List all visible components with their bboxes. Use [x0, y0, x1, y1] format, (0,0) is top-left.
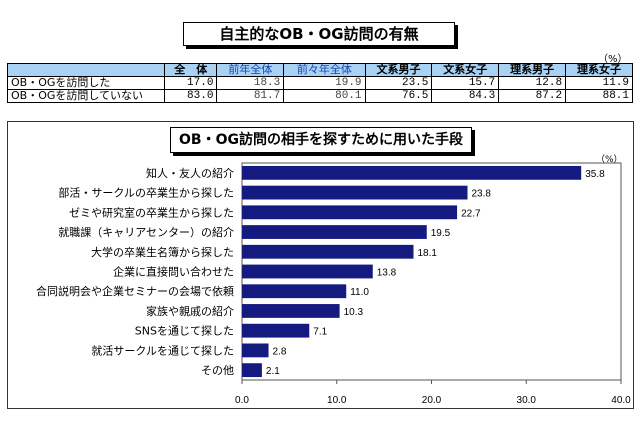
table-row: OB・OGを訪問していない 83.0 81.7 80.1 76.5 84.3 8… [7, 89, 633, 103]
bar-value-label: 7.1 [313, 327, 327, 338]
category-label: ゼミや研究室の卒業生から探した [69, 205, 234, 219]
cell: 17.0 [163, 76, 218, 90]
bar [242, 343, 269, 358]
row-label: OB・OGを訪問していない [7, 89, 165, 103]
header-cell: 理系女子 [565, 63, 633, 77]
category-label: 部活・サークルの卒業生から探した [58, 186, 234, 200]
bar-value-label: 23.8 [472, 189, 492, 200]
category-label: 企業に直接問い合わせた [113, 265, 234, 279]
bar-value-label: 35.8 [585, 169, 605, 180]
bar [242, 363, 262, 378]
x-tick-label: 10.0 [327, 395, 347, 406]
bar-value-label: 11.0 [350, 287, 369, 298]
bar-value-label: 10.3 [344, 307, 364, 318]
visit-table: 全 体 前年全体 前々年全体 文系男子 文系女子 理系男子 理系女子 OB・OG… [7, 63, 633, 103]
cell: 87.2 [498, 89, 567, 103]
bar [242, 165, 582, 180]
bar [242, 225, 427, 239]
bar [242, 185, 468, 200]
x-tick-label: 40.0 [611, 395, 631, 406]
bar-value-label: 19.5 [431, 228, 451, 239]
bar [242, 323, 310, 338]
cell: 84.3 [431, 89, 500, 103]
category-label: 就職課（キャリアセンター）の紹介 [58, 225, 234, 239]
category-label: 就活サークルを通じて探した [91, 343, 234, 357]
bar-value-label: 13.8 [377, 268, 397, 279]
table-unit: （%） [598, 54, 628, 65]
bar-value-label: 2.8 [273, 346, 287, 357]
table-title: 自主的なOB・OG訪問の有無 [183, 22, 455, 46]
bar [242, 264, 373, 279]
cell: 15.7 [431, 76, 500, 90]
bar [242, 205, 458, 220]
bar-value-label: 2.1 [266, 366, 280, 377]
cell: 88.1 [565, 89, 633, 103]
cell: 81.7 [216, 89, 285, 103]
bar [242, 244, 414, 259]
chart-unit: （%） [596, 155, 623, 165]
category-label: 合同説明会や企業セミナーの会場で依頼 [36, 284, 234, 298]
bar [242, 284, 347, 299]
bar-value-label: 22.7 [461, 208, 481, 219]
bar [242, 304, 340, 318]
cell: 76.5 [364, 89, 433, 103]
category-label: その他 [201, 364, 234, 377]
x-tick-label: 0.0 [235, 395, 249, 406]
category-label: 大学の卒業生名簿から探した [91, 245, 234, 259]
bar-value-label: 18.1 [417, 248, 437, 259]
category-label: 知人・友人の紹介 [146, 166, 234, 180]
cell: 80.1 [283, 89, 366, 103]
x-tick-label: 30.0 [517, 395, 537, 406]
category-label: SNSを通じて探した [135, 325, 234, 338]
cell: 83.0 [163, 89, 218, 103]
chart-title: OB・OG訪問の相手を探すために用いた手段 [170, 127, 472, 153]
category-label: 家族や親戚の紹介 [146, 304, 234, 318]
x-tick-label: 20.0 [422, 395, 442, 406]
header-cell: 前年全体 [216, 63, 285, 77]
chart-panel [7, 121, 634, 409]
